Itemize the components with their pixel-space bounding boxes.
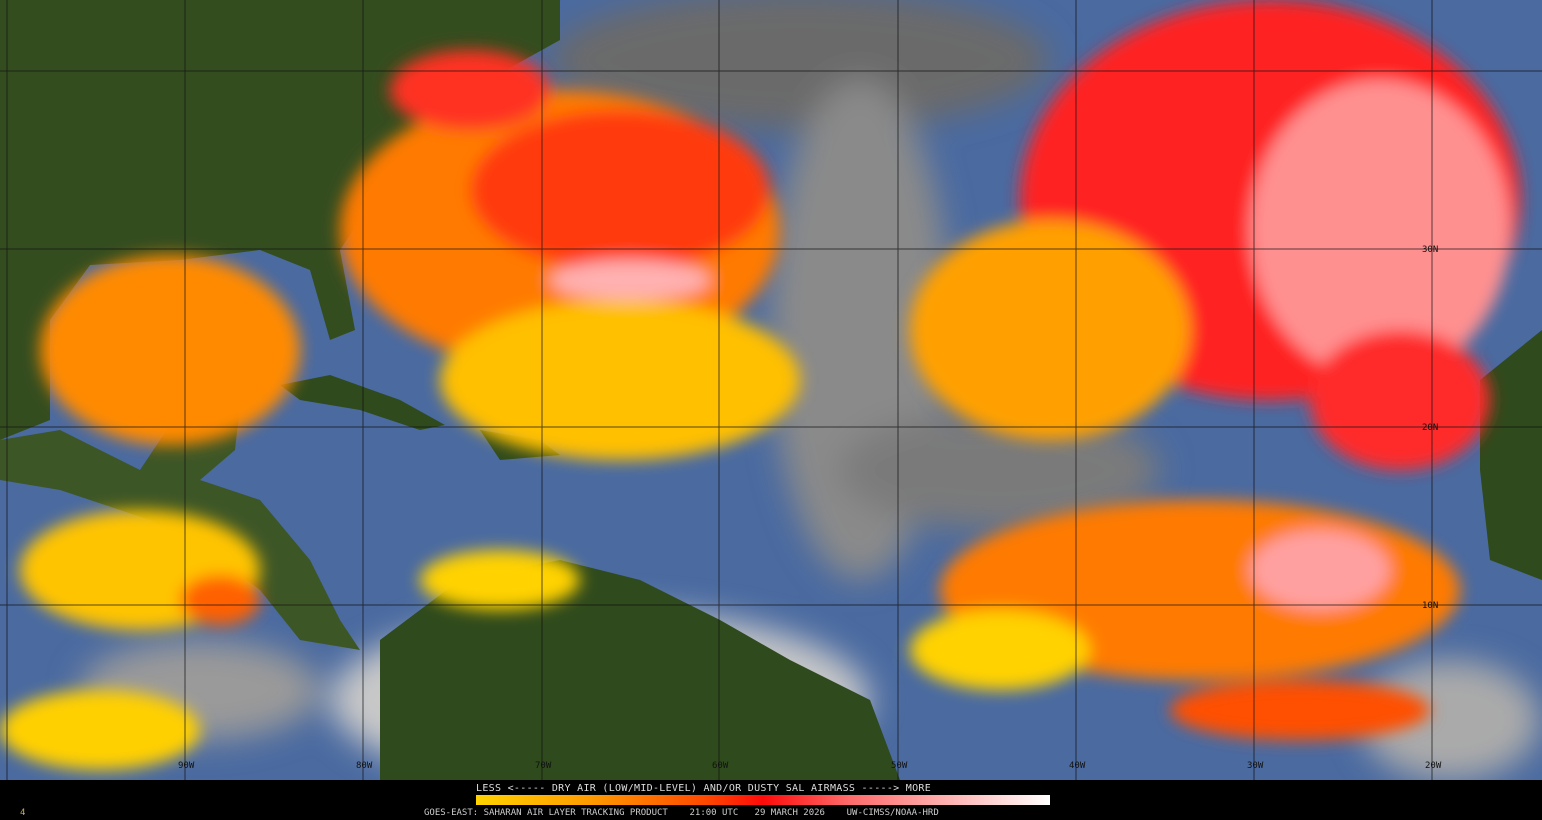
lat-label: 10N xyxy=(1422,601,1438,611)
dry-air-regions xyxy=(0,0,1520,770)
lon-label: 20W xyxy=(1425,761,1442,771)
satellite-map: 30N 20N 10N 90W 80W 70W 60W 50W 40W 30W … xyxy=(0,0,1542,780)
frame-number: 4 xyxy=(20,808,26,818)
lon-label: 50W xyxy=(891,761,908,771)
lat-label: 30N xyxy=(1422,245,1438,255)
colorbar xyxy=(476,795,1050,805)
lon-label: 80W xyxy=(356,761,373,771)
lon-label: 40W xyxy=(1069,761,1086,771)
sal-imagery: 30N 20N 10N 90W 80W 70W 60W 50W 40W 30W … xyxy=(0,0,1542,780)
lon-label: 60W xyxy=(712,761,729,771)
lon-label: 90W xyxy=(178,761,195,771)
latitude-labels: 30N 20N 10N xyxy=(1422,245,1438,611)
lon-label: 30W xyxy=(1247,761,1264,771)
legend-title: LESS <----- DRY AIR (LOW/MID-LEVEL) AND/… xyxy=(476,783,932,794)
legend-panel: LESS <----- DRY AIR (LOW/MID-LEVEL) AND/… xyxy=(0,780,1542,820)
longitude-labels: 90W 80W 70W 60W 50W 40W 30W 20W xyxy=(178,761,1442,771)
lat-label: 20N xyxy=(1422,423,1438,433)
lat-lon-grid xyxy=(0,0,1542,780)
product-footer: GOES-EAST: SAHARAN AIR LAYER TRACKING PR… xyxy=(424,808,939,818)
lon-label: 70W xyxy=(535,761,552,771)
